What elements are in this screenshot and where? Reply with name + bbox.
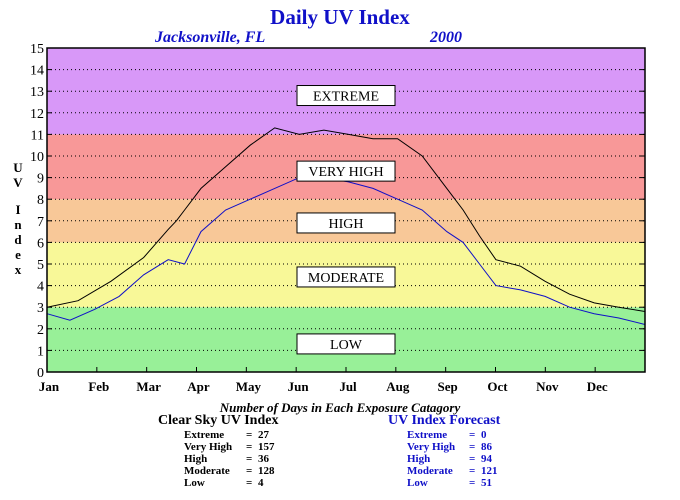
summary-label: Number of Days in Each Exposure Catagory [219, 400, 461, 415]
y-tick-label: 7 [37, 215, 44, 230]
stat-equals: = [246, 441, 253, 453]
x-tick-label: Jan [39, 379, 60, 394]
y-tick-label: 12 [30, 107, 44, 122]
x-axis-ticks: Jan Feb Mar Apr May Jun Jul Aug Sep Oct Nov Dec [39, 367, 608, 394]
y-tick-label: 2 [37, 323, 44, 338]
stat-value: 0 [481, 429, 487, 441]
y-tick-label: 5 [37, 258, 44, 273]
band-label: HIGH [329, 217, 364, 232]
y-tick-label: 14 [30, 64, 44, 79]
stat-row: High = 94 [388, 453, 500, 465]
chart-subtitle-location: Jacksonville, FL [154, 29, 265, 46]
stat-equals: = [246, 465, 253, 477]
x-tick-label: Dec [587, 379, 608, 394]
stat-row: Low = 4 [158, 477, 278, 489]
stat-row: Moderate = 128 [158, 465, 278, 477]
stat-equals: = [246, 429, 253, 441]
stat-row: Extreme = 0 [388, 429, 500, 441]
stat-equals: = [246, 453, 253, 465]
series-lines [46, 127, 646, 325]
band-label-box [296, 266, 396, 288]
stat-row: Extreme = 27 [158, 429, 278, 441]
stat-value: 86 [481, 441, 492, 453]
stat-label: Low [407, 477, 428, 489]
x-tick-label: Nov [536, 379, 559, 394]
x-tick-label: Sep [438, 379, 458, 394]
stat-row: Moderate = 121 [388, 465, 500, 477]
stat-label: High [184, 453, 208, 465]
stat-row: High = 36 [158, 453, 278, 465]
stat-row: Very High = 157 [158, 441, 278, 453]
series-line-2 [46, 177, 646, 325]
x-tick-label: Jun [288, 379, 310, 394]
x-tick-label: May [236, 379, 262, 394]
stat-value: 51 [481, 477, 492, 489]
y-tick-label: 0 [37, 366, 44, 381]
stat-row: Very High = 86 [388, 441, 500, 453]
y-tick-label: 11 [31, 128, 44, 143]
stat-value: 4 [258, 477, 264, 489]
stat-equals: = [469, 465, 476, 477]
clear-sky-title: Clear Sky UV Index [158, 413, 279, 428]
chart-subtitle-year: 2000 [429, 29, 462, 46]
forecast-title: UV Index Forecast [388, 413, 501, 428]
stat-row: Low = 51 [388, 477, 500, 489]
chart-title: Daily UV Index [270, 5, 410, 29]
x-tick-label: Aug [386, 379, 410, 394]
stat-value: 121 [481, 465, 498, 477]
stat-label: Very High [184, 441, 233, 453]
band-label: EXTREME [313, 90, 379, 105]
x-tick-label: Mar [136, 379, 161, 394]
stat-label: High [407, 453, 431, 465]
stat-equals: = [469, 441, 476, 453]
x-tick-label: Oct [487, 379, 508, 394]
x-tick-label: Jul [339, 379, 357, 394]
y-tick-label: 8 [37, 193, 44, 208]
stat-value: 94 [481, 453, 492, 465]
stat-value: 27 [258, 429, 269, 441]
band-label: LOW [330, 338, 363, 353]
band-labels: LOW MODERATE HIGH VERY HIGH EXTREME [296, 85, 396, 355]
stat-equals: = [469, 453, 476, 465]
x-tick-label: Apr [187, 379, 210, 394]
stat-value: 157 [258, 441, 275, 453]
band-label-box [296, 85, 396, 107]
y-tick-label: 10 [30, 150, 44, 165]
band-label: VERY HIGH [308, 165, 383, 180]
band-label-box [296, 212, 396, 234]
stat-equals: = [469, 477, 476, 489]
stat-equals: = [246, 477, 253, 489]
y-tick-label: 3 [37, 301, 44, 316]
stat-label: Low [184, 477, 205, 489]
stat-label: Very High [407, 441, 456, 453]
stat-label: Extreme [184, 429, 225, 441]
band-label-box [296, 333, 396, 355]
stat-value: 128 [258, 465, 275, 477]
series-line-1 [46, 127, 646, 312]
y-tick-label: 13 [30, 85, 44, 100]
y-tick-label: 1 [37, 344, 44, 359]
stat-equals: = [469, 429, 476, 441]
stat-label: Moderate [184, 465, 230, 477]
y-tick-label: 9 [37, 172, 44, 187]
stat-label: Extreme [407, 429, 448, 441]
forecast-stats: UV Index Forecast Extreme = 0 Very High = 86 H… [388, 413, 501, 490]
y-tick-label: 6 [37, 236, 44, 251]
clear-sky-stats: Clear Sky UV Index Extreme = 27 Very High = 1… [158, 413, 279, 490]
y-tick-label: 15 [30, 42, 44, 57]
band-label: MODERATE [308, 271, 384, 286]
y-tick-label: 4 [37, 280, 44, 295]
stat-value: 36 [258, 453, 269, 465]
x-tick-label: Feb [88, 379, 109, 394]
band-label-box [296, 160, 396, 182]
stat-label: Moderate [407, 465, 453, 477]
